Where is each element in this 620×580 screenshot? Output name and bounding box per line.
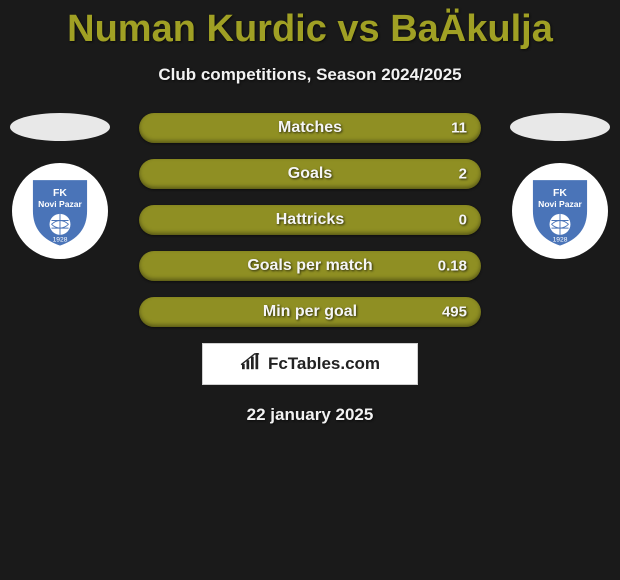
stat-label: Matches [139,119,481,137]
shield-icon: FK Novi Pazar 1928 [22,173,98,249]
page-title: Numan Kurdic vs BaÄkulja [0,0,620,51]
svg-text:1928: 1928 [53,236,68,243]
stat-label: Min per goal [139,303,481,321]
stats-bars: Matches 11 Goals 2 Hattricks 0 Goals per… [139,113,481,327]
stat-value-right: 495 [442,304,467,321]
season-subtitle: Club competitions, Season 2024/2025 [0,65,620,85]
right-club-name-text: Novi Pazar [538,199,582,209]
stat-label: Hattricks [139,211,481,229]
svg-text:1928: 1928 [553,236,568,243]
stat-value-right: 0 [459,212,467,229]
stat-value-right: 11 [451,120,467,137]
stat-label: Goals [139,165,481,183]
left-player-column: FK Novi Pazar 1928 [10,113,110,259]
stat-label: Goals per match [139,257,481,275]
right-player-photo-placeholder [510,113,610,141]
right-club-badge: FK Novi Pazar 1928 [512,163,608,259]
content-area: FK Novi Pazar 1928 FK Novi Pazar 1928 Ma… [0,113,620,425]
left-player-photo-placeholder [10,113,110,141]
left-club-name-text: Novi Pazar [38,199,82,209]
stat-value-right: 0.18 [438,258,467,275]
svg-text:FK: FK [53,188,67,199]
stat-row-min-per-goal: Min per goal 495 [139,297,481,327]
shield-icon: FK Novi Pazar 1928 [522,173,598,249]
right-player-column: FK Novi Pazar 1928 [510,113,610,259]
bar-chart-icon [240,353,262,376]
stat-row-goals: Goals 2 [139,159,481,189]
stat-row-hattricks: Hattricks 0 [139,205,481,235]
snapshot-date: 22 january 2025 [0,405,620,425]
brand-text: FcTables.com [268,354,380,374]
stat-row-matches: Matches 11 [139,113,481,143]
svg-text:FK: FK [553,188,567,199]
stat-row-goals-per-match: Goals per match 0.18 [139,251,481,281]
stat-value-right: 2 [459,166,467,183]
brand-attribution: FcTables.com [202,343,418,385]
left-club-badge: FK Novi Pazar 1928 [12,163,108,259]
